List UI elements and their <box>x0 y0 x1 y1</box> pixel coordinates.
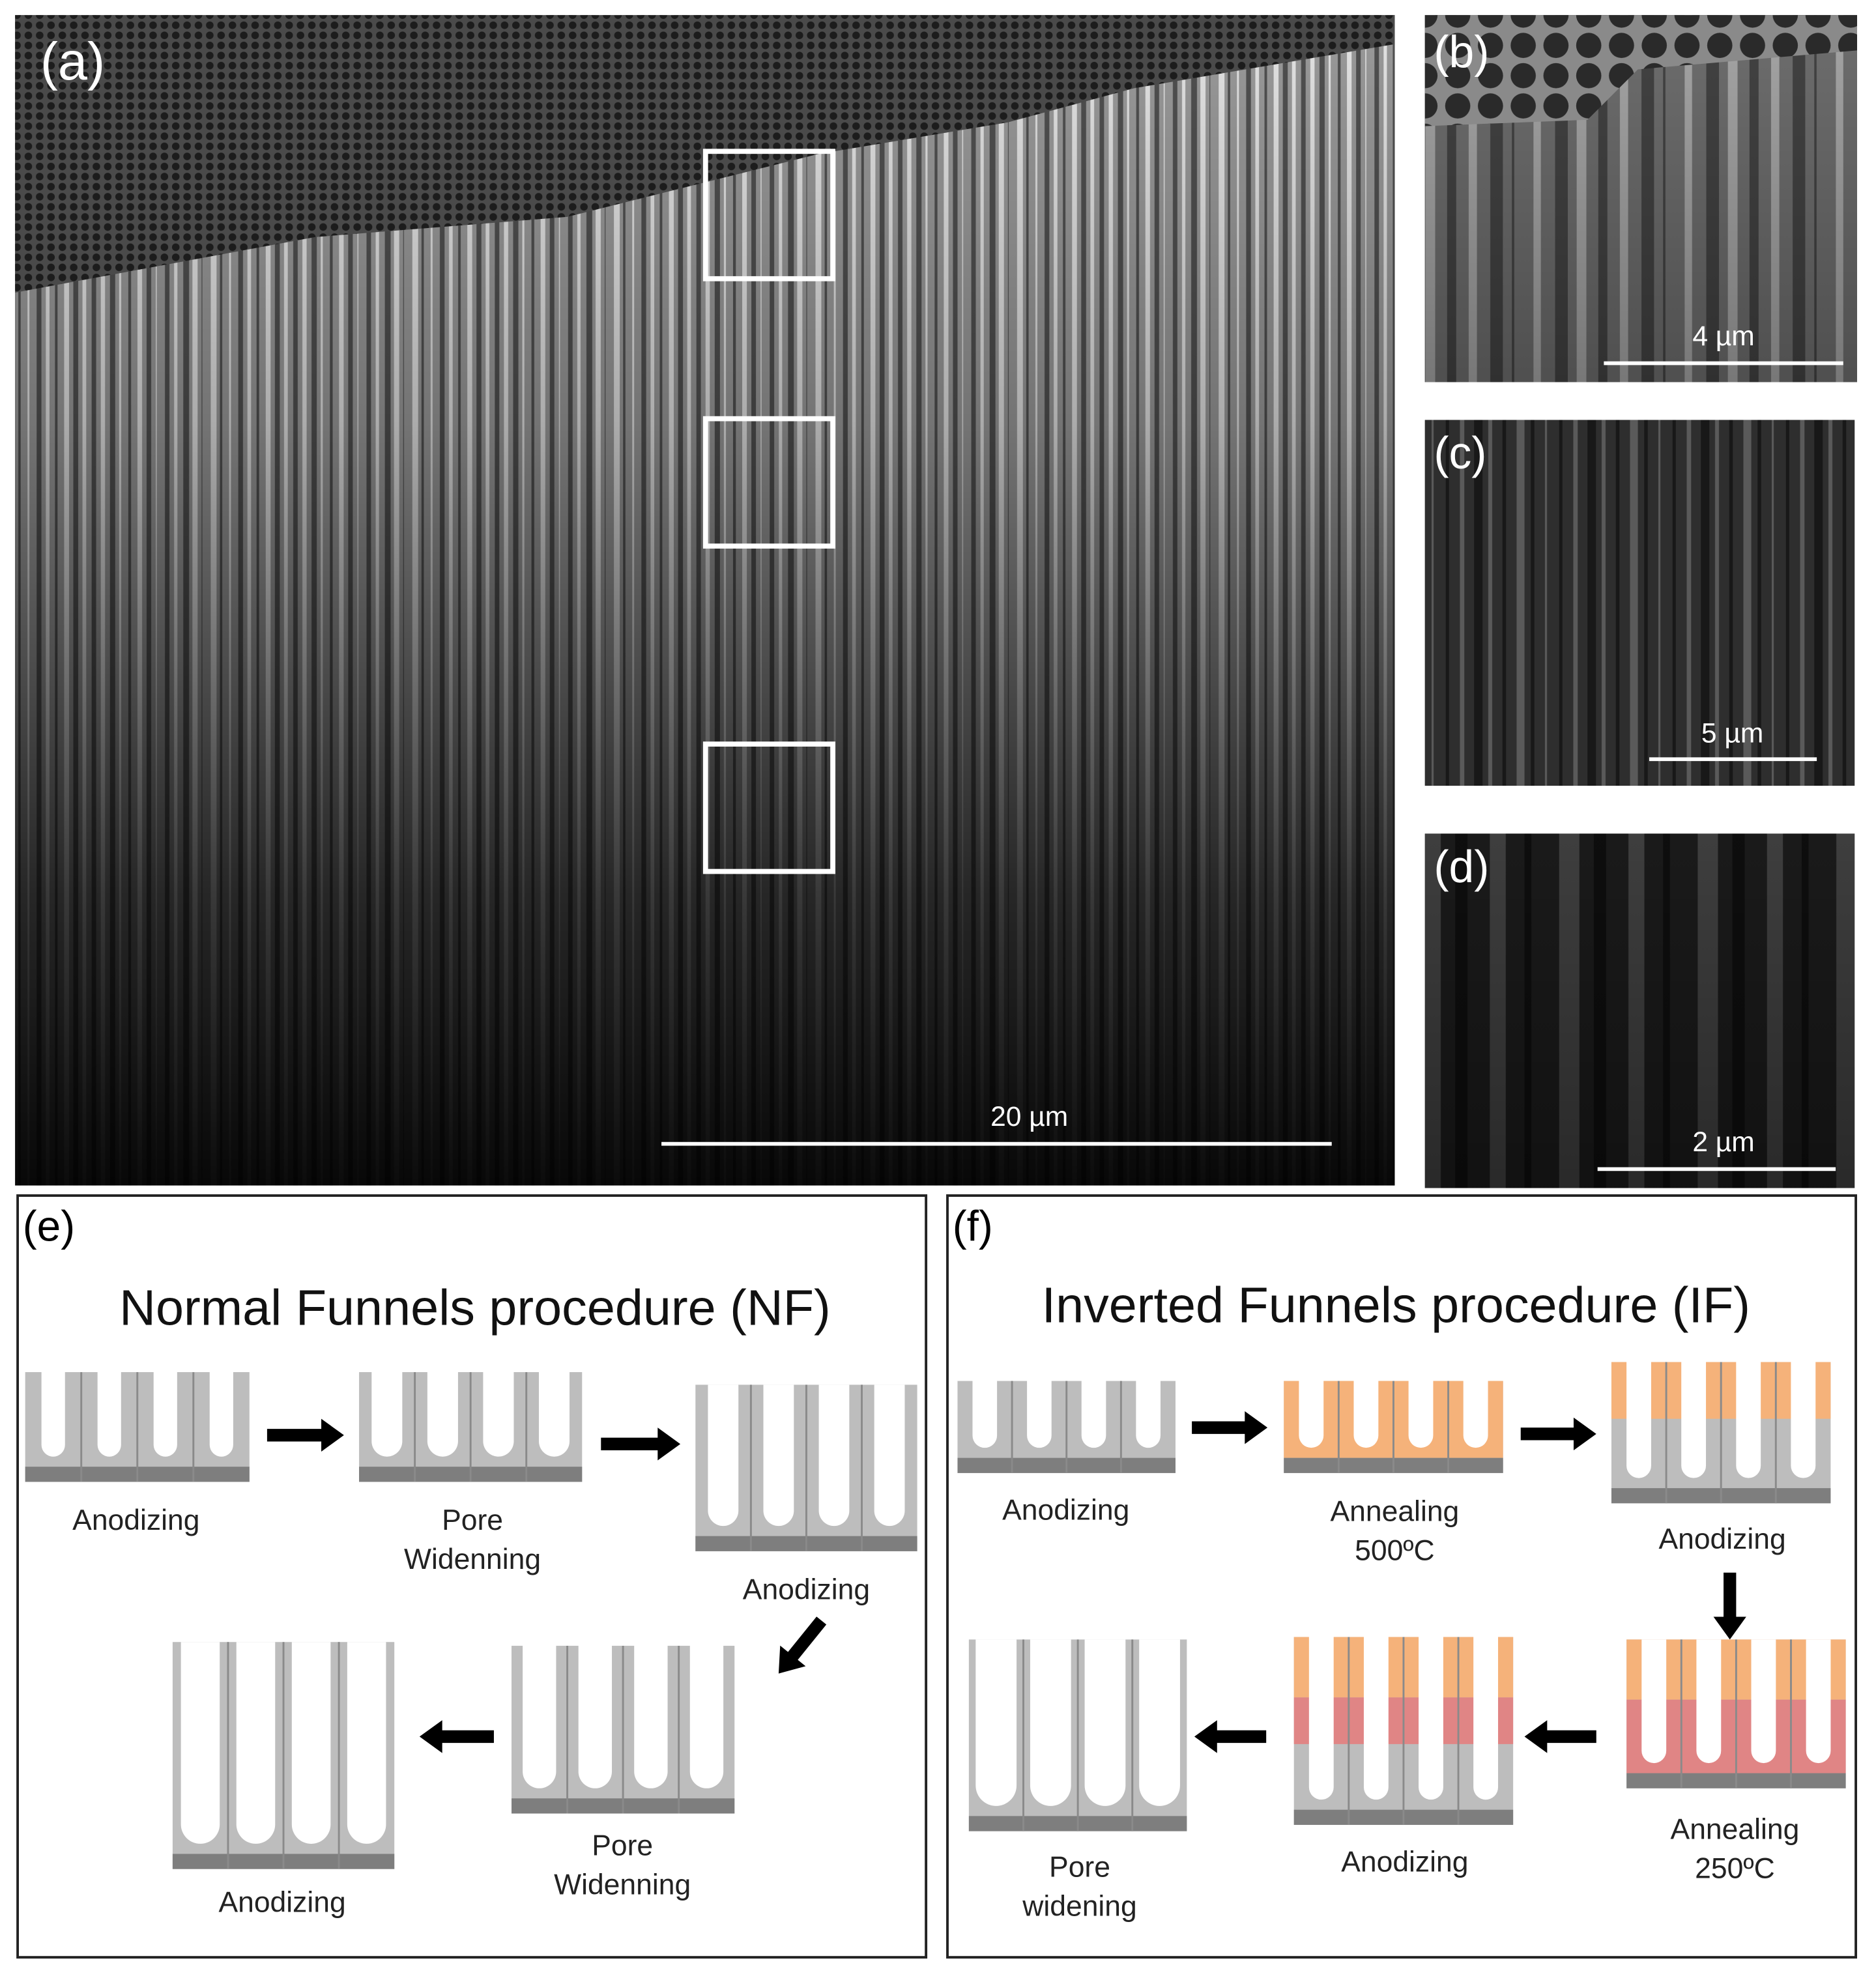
scale-bar-label: 4 µm <box>1692 321 1754 352</box>
pore-surface <box>1424 15 1857 126</box>
step-caption: Widenning <box>554 1869 691 1901</box>
arrow <box>601 1428 681 1461</box>
pore <box>1626 1362 1651 1478</box>
pore <box>874 1385 905 1527</box>
panel-label: (e) <box>23 1202 75 1250</box>
step-caption: Annealing <box>1671 1813 1800 1845</box>
pore <box>1419 1637 1443 1800</box>
scheme-title: Normal Funnels procedure (NF) <box>119 1280 831 1336</box>
pore <box>1027 1381 1052 1448</box>
step-caption: Annealing <box>1331 1496 1460 1528</box>
step-caption: widening <box>1022 1890 1136 1922</box>
pore <box>1736 1362 1761 1478</box>
step-caption: 500ºC <box>1355 1535 1435 1567</box>
arrow <box>1192 1411 1268 1444</box>
zoom-box <box>702 416 835 549</box>
pore <box>1463 1381 1488 1448</box>
zoom-box <box>702 149 835 281</box>
pore <box>538 1372 570 1457</box>
pore <box>209 1372 233 1457</box>
pore <box>41 1372 65 1457</box>
pore <box>1408 1381 1434 1448</box>
zoom-box <box>702 741 835 874</box>
scheme-frame <box>16 1194 928 1959</box>
step-caption: Pore <box>592 1829 653 1861</box>
arrow <box>778 1616 827 1674</box>
pore <box>1791 1362 1816 1478</box>
pore <box>1806 1639 1831 1764</box>
arrow <box>419 1720 494 1753</box>
pore <box>1136 1381 1161 1448</box>
step-caption: Widenning <box>404 1543 541 1575</box>
pore <box>818 1385 850 1527</box>
panel-label: (f) <box>953 1202 993 1250</box>
pore <box>1696 1639 1722 1764</box>
pore <box>1030 1639 1071 1806</box>
panel-label: (b) <box>1434 27 1489 78</box>
sem-texture <box>1424 420 1855 786</box>
pore <box>689 1646 724 1788</box>
pore <box>1299 1381 1324 1448</box>
pore <box>1641 1639 1667 1764</box>
step-caption: Anodizing <box>72 1504 199 1536</box>
step-caption: Anodizing <box>1341 1846 1468 1878</box>
panel-label: (d) <box>1434 841 1489 892</box>
pore <box>634 1646 668 1788</box>
pore <box>1751 1639 1776 1764</box>
pore <box>763 1385 794 1527</box>
arrow <box>1520 1417 1596 1451</box>
scale-bar-label: 5 µm <box>1701 718 1763 749</box>
pore <box>1681 1362 1707 1478</box>
pore <box>1308 1637 1334 1800</box>
pore <box>1473 1637 1499 1800</box>
sem-shading <box>1424 833 1855 1188</box>
pore <box>97 1372 121 1457</box>
pore <box>1139 1639 1180 1806</box>
step-caption: Anodizing <box>1002 1495 1129 1527</box>
pore <box>1363 1637 1389 1800</box>
step-caption: Anodizing <box>218 1887 345 1919</box>
arrow <box>267 1418 344 1452</box>
pore <box>153 1372 177 1457</box>
scale-bar-label: 2 µm <box>1692 1126 1754 1158</box>
pore <box>972 1381 998 1448</box>
arrow <box>1524 1720 1596 1753</box>
step-caption: Anodizing <box>743 1574 870 1606</box>
pore <box>1353 1381 1379 1448</box>
pore <box>347 1642 386 1844</box>
pore <box>291 1642 331 1844</box>
step-caption: Pore <box>1049 1851 1110 1883</box>
step-caption: 250ºC <box>1695 1852 1775 1884</box>
arrow <box>1194 1720 1267 1753</box>
pore <box>483 1372 514 1457</box>
pore <box>1081 1381 1106 1448</box>
pore <box>1084 1639 1126 1806</box>
scheme-title: Inverted Funnels procedure (IF) <box>1042 1278 1750 1334</box>
pore <box>708 1385 739 1527</box>
pore <box>236 1642 276 1844</box>
pore <box>180 1642 220 1844</box>
pore <box>578 1646 613 1788</box>
pore <box>523 1646 556 1788</box>
pore <box>427 1372 458 1457</box>
panel-label: (c) <box>1434 427 1486 478</box>
step-caption: Anodizing <box>1658 1523 1785 1555</box>
arrow <box>1713 1572 1746 1640</box>
pore <box>975 1639 1017 1806</box>
panel-label: (a) <box>40 32 105 91</box>
step-caption: Pore <box>442 1504 503 1536</box>
scale-bar-label: 20 µm <box>990 1101 1068 1132</box>
pore <box>371 1372 403 1457</box>
